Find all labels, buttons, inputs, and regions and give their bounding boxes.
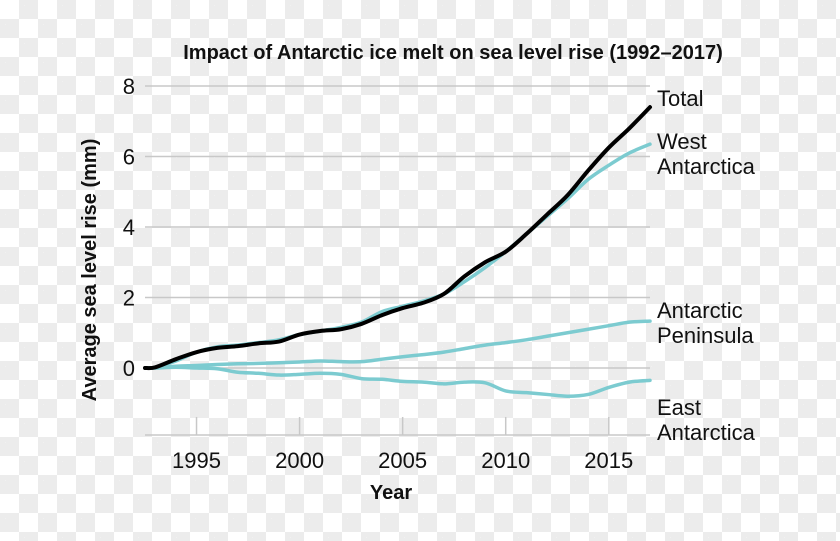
y-tick-label: 2: [123, 286, 135, 311]
series-label: Peninsula: [657, 323, 754, 348]
series-line-west-antarctica: [143, 142, 652, 370]
y-axis-label: Average sea level rise (mm): [79, 139, 101, 402]
series-label: Antarctica: [657, 154, 756, 179]
series-label: West: [657, 129, 707, 154]
series-line-total: [143, 105, 652, 371]
y-tick-label: 8: [123, 74, 135, 99]
series-line-antarctic-peninsula: [143, 319, 652, 370]
x-axis-label: Year: [370, 482, 412, 504]
series-label: Antarctica: [657, 420, 756, 445]
x-tick-label: 2005: [378, 448, 427, 473]
y-tick-label: 6: [123, 145, 135, 170]
series-label: Antarctic: [657, 298, 743, 323]
x-tick-label: 2010: [481, 448, 530, 473]
chart-title: Impact of Antarctic ice melt on sea leve…: [183, 42, 723, 64]
x-tick-label: 2015: [584, 448, 633, 473]
x-tick-label: 2000: [275, 448, 324, 473]
x-tick-label: 1995: [172, 448, 221, 473]
series-label: East: [657, 395, 701, 420]
series-label: Total: [657, 86, 703, 111]
series-line-east-antarctica: [143, 365, 652, 398]
y-tick-label: 4: [123, 215, 135, 240]
y-tick-label: 0: [123, 356, 135, 381]
